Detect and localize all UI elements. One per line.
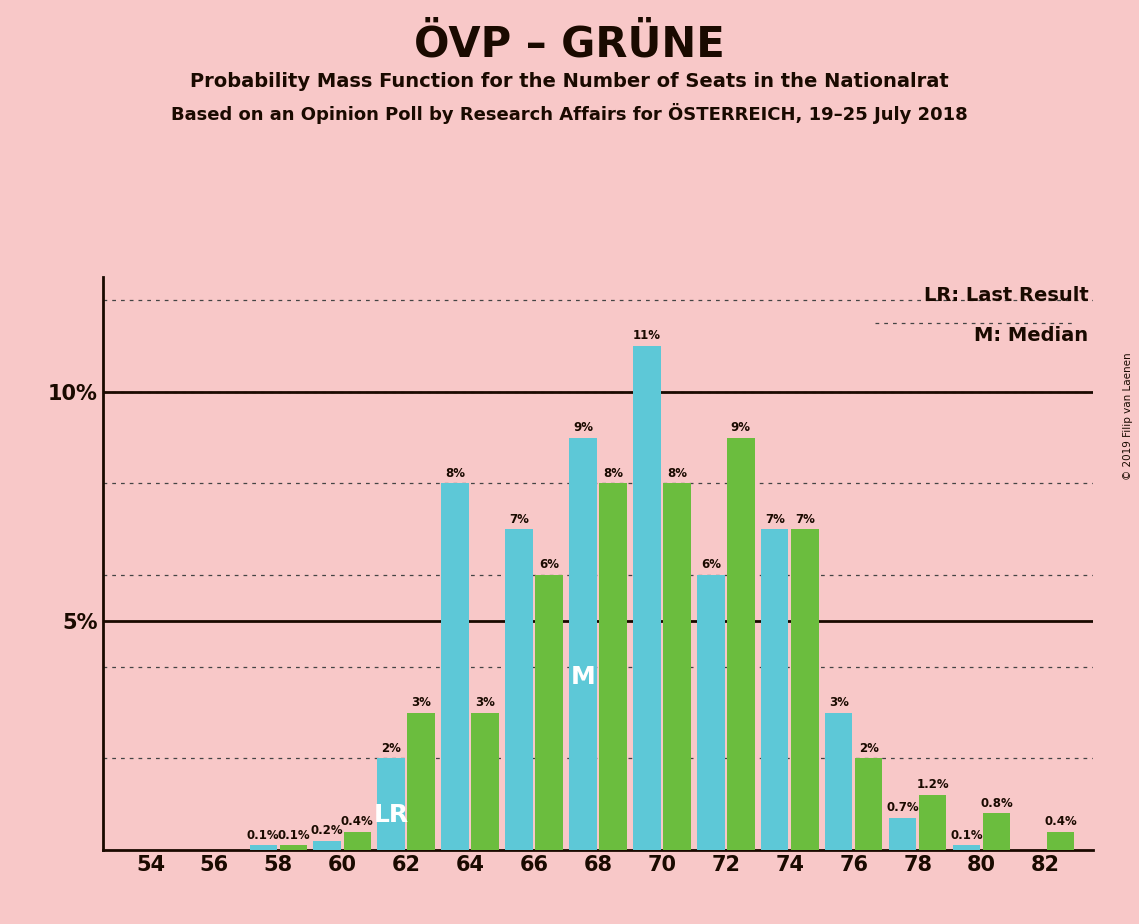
Bar: [761, 529, 788, 850]
Bar: [472, 712, 499, 850]
Text: 7%: 7%: [795, 513, 814, 526]
Text: 8%: 8%: [603, 467, 623, 480]
Text: LR: Last Result: LR: Last Result: [924, 286, 1089, 305]
Text: 8%: 8%: [667, 467, 687, 480]
Bar: [377, 759, 404, 850]
Bar: [855, 759, 883, 850]
Text: 6%: 6%: [700, 558, 721, 571]
Bar: [249, 845, 277, 850]
Text: 2%: 2%: [859, 742, 878, 755]
Bar: [441, 483, 469, 850]
Text: 0.7%: 0.7%: [886, 801, 919, 814]
Text: M: Median: M: Median: [974, 326, 1089, 345]
Text: Based on an Opinion Poll by Research Affairs for ÖSTERREICH, 19–25 July 2018: Based on an Opinion Poll by Research Aff…: [171, 103, 968, 125]
Text: 0.1%: 0.1%: [247, 829, 279, 842]
Text: 0.8%: 0.8%: [981, 796, 1013, 809]
Bar: [408, 712, 435, 850]
Text: 9%: 9%: [731, 421, 751, 434]
Text: 9%: 9%: [573, 421, 593, 434]
Text: 2%: 2%: [382, 742, 401, 755]
Bar: [727, 438, 755, 850]
Bar: [1047, 832, 1074, 850]
Text: ÖVP – GRÜNE: ÖVP – GRÜNE: [415, 23, 724, 65]
Text: 0.4%: 0.4%: [341, 815, 374, 828]
Text: 6%: 6%: [539, 558, 559, 571]
Bar: [983, 813, 1010, 850]
Text: 3%: 3%: [475, 696, 495, 709]
Bar: [570, 438, 597, 850]
Text: 0.1%: 0.1%: [277, 829, 310, 842]
Bar: [633, 346, 661, 850]
Text: 0.4%: 0.4%: [1044, 815, 1076, 828]
Bar: [953, 845, 981, 850]
Bar: [792, 529, 819, 850]
Bar: [313, 841, 341, 850]
Bar: [919, 795, 947, 850]
Text: 7%: 7%: [509, 513, 528, 526]
Bar: [506, 529, 533, 850]
Bar: [279, 845, 308, 850]
Text: 11%: 11%: [633, 329, 661, 342]
Text: M: M: [571, 665, 596, 688]
Bar: [535, 575, 563, 850]
Text: 1.2%: 1.2%: [917, 778, 949, 792]
Text: 3%: 3%: [829, 696, 849, 709]
Bar: [599, 483, 626, 850]
Text: 3%: 3%: [411, 696, 432, 709]
Text: 0.1%: 0.1%: [950, 829, 983, 842]
Text: LR: LR: [374, 803, 409, 827]
Bar: [663, 483, 690, 850]
Bar: [344, 832, 371, 850]
Text: Probability Mass Function for the Number of Seats in the Nationalrat: Probability Mass Function for the Number…: [190, 72, 949, 91]
Bar: [825, 712, 852, 850]
Text: © 2019 Filip van Laenen: © 2019 Filip van Laenen: [1123, 352, 1133, 480]
Text: 7%: 7%: [764, 513, 785, 526]
Text: 0.2%: 0.2%: [311, 824, 344, 837]
Bar: [888, 818, 917, 850]
Text: 8%: 8%: [445, 467, 465, 480]
Bar: [697, 575, 724, 850]
